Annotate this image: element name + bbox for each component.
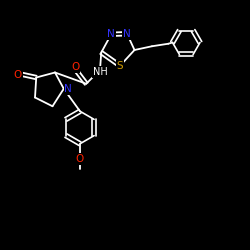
Text: O: O bbox=[76, 154, 84, 164]
Text: S: S bbox=[117, 61, 123, 71]
Text: N: N bbox=[64, 84, 72, 94]
Text: NH: NH bbox=[92, 67, 108, 77]
Text: N: N bbox=[123, 29, 131, 39]
Text: N: N bbox=[108, 29, 115, 39]
Text: O: O bbox=[72, 62, 80, 72]
Text: O: O bbox=[14, 70, 22, 80]
